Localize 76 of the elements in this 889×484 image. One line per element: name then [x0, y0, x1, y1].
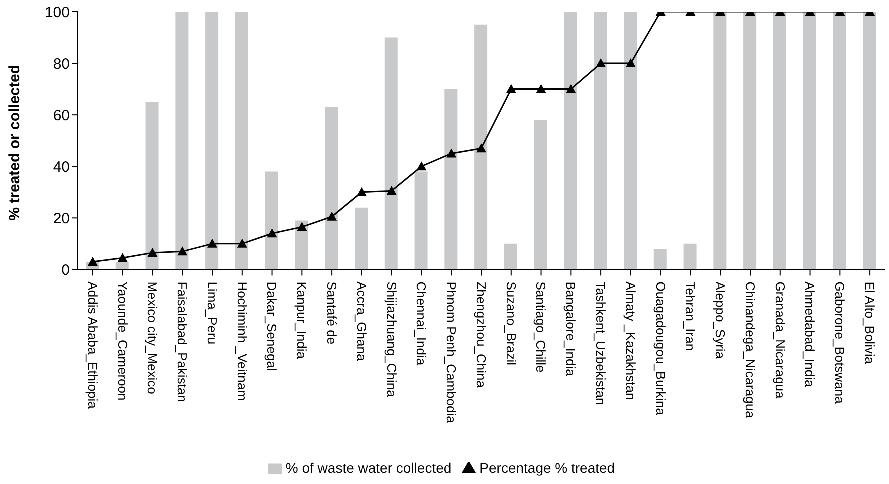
bar: [384, 38, 398, 270]
point: [208, 238, 218, 248]
point: [118, 253, 128, 262]
bar: [414, 172, 428, 270]
x-tick-label: Accra_Ghana: [354, 282, 370, 362]
x-tick-label: Almaty _Kazakhstan: [623, 282, 638, 400]
x-tick-label: Shijiazhuang_China: [384, 282, 400, 398]
x-tick-label: Santiago_Chille: [534, 282, 549, 373]
x-tick-label: Kanpur_India: [294, 282, 310, 360]
x-tick-label: Hochiminh _Veitnam: [234, 282, 250, 401]
x-tick-label: Gaborone_Botswana: [832, 282, 848, 405]
bar: [863, 12, 876, 270]
point: [327, 212, 338, 221]
bar: [355, 208, 368, 270]
bar: [594, 12, 608, 270]
legend-label: Percentage % treated: [480, 460, 616, 476]
x-tick-label: Yaounde_Cameroon: [115, 282, 130, 401]
y-tick-label: 20: [53, 210, 70, 228]
x-tick-label: Dakar_Senegal: [264, 282, 280, 372]
point: [148, 248, 158, 257]
bar: [803, 12, 816, 270]
x-tick-label: Santafé de: [324, 282, 340, 345]
y-tick-label: 80: [53, 56, 70, 73]
y-tick-label: 40: [53, 158, 70, 176]
x-tick-label: Addis Ababa_Ethiopia: [85, 282, 100, 410]
x-tick-label: El Alto_Bolivia: [862, 282, 878, 365]
bar: [295, 220, 308, 270]
bar: [474, 24, 488, 270]
point: [446, 148, 457, 158]
point: [297, 222, 308, 232]
bar: [654, 249, 667, 270]
point: [416, 162, 427, 171]
x-tick-label: Tehran_Iran: [683, 282, 698, 352]
point: [386, 186, 397, 196]
bar: [684, 244, 697, 270]
bar: [714, 12, 727, 270]
y-tick-label: 0: [62, 262, 70, 280]
x-tick-label: Phnom Penh_Cambodia: [444, 282, 460, 424]
bar: [504, 244, 518, 270]
x-tick-label: Suzano_Brazil: [504, 282, 519, 366]
bar: [116, 262, 129, 270]
x-tick-label: Aleppo_Syria: [713, 282, 728, 360]
bar: [564, 12, 578, 270]
x-tick-label: Faisalabad_Pakistan: [175, 282, 190, 402]
y-tick-label: 60: [53, 107, 70, 124]
x-tick-label: Lima_Peru: [204, 282, 220, 345]
x-tick-label: Chennai_India: [414, 282, 430, 366]
bar: [773, 12, 786, 270]
bar: [265, 172, 278, 270]
bar: [444, 89, 458, 270]
point: [356, 187, 367, 196]
bar: [534, 120, 548, 270]
point: [178, 246, 188, 256]
y-axis-title: % treated or collected: [6, 64, 24, 221]
bar: [744, 12, 757, 270]
x-tick-label: Mexico city_Mexico: [145, 282, 160, 394]
x-tick-label: Zhengzhou_China: [474, 282, 489, 389]
x-tick-label: Bangalore_India: [564, 282, 579, 378]
point: [88, 256, 98, 266]
point: [476, 144, 486, 153]
bar: [624, 12, 637, 270]
x-tick-label: Tashkent_Uzbekistan: [594, 282, 609, 406]
x-tick-label: Ahmedabad_India: [802, 282, 818, 388]
bar: [833, 12, 846, 270]
bar: [146, 102, 159, 270]
bar: [206, 12, 219, 270]
x-tick-label: Chinandega_Nicaragua: [742, 282, 758, 420]
point: [267, 228, 278, 238]
point: [237, 238, 248, 248]
bar: [176, 12, 189, 270]
y-tick-label: 100: [44, 4, 70, 22]
x-tick-label: Granada_Nicaragua: [772, 282, 788, 400]
bar: [325, 107, 338, 270]
x-tick-label: Ouagadougou_Burkina: [653, 282, 668, 416]
legend-label: % of waste water collected: [286, 460, 452, 476]
bar: [235, 12, 248, 270]
